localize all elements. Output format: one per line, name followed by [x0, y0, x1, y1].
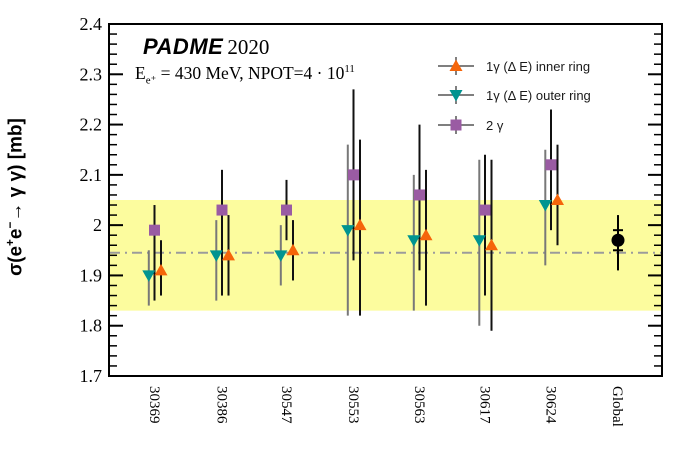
beam-energy-subscript: e⁺	[145, 74, 157, 87]
data-point-marker	[414, 189, 425, 201]
beam-energy-symbol: E	[135, 63, 146, 83]
x-category-label: 30617	[477, 386, 493, 424]
y-tick-label: 2	[93, 215, 102, 235]
x-label-global: Global	[609, 386, 625, 427]
x-category-label: 30553	[345, 386, 361, 424]
y-tick-label: 2.2	[80, 115, 103, 135]
legend-item-label: 1γ (Δ E) inner ring	[486, 58, 591, 74]
data-point-marker	[538, 200, 552, 212]
data-point-marker	[407, 235, 421, 247]
beam-conditions-annotation: Ee⁺ = 430 MeV, NPOT=4 · 1011	[135, 63, 355, 87]
data-point-marker	[154, 263, 168, 276]
legend-item-label: 2 γ	[486, 117, 504, 133]
y-axis-title: σ(e+e−→ γ γ) [mb]	[4, 27, 30, 367]
experiment-name: PADME	[143, 34, 224, 59]
data-point-marker	[209, 250, 223, 262]
triangle-down-icon	[438, 86, 474, 104]
data-point-marker	[281, 204, 292, 216]
y-tick-label: 2.1	[80, 165, 103, 185]
data-point-marker	[348, 169, 359, 181]
data-point-marker	[551, 193, 564, 205]
y-tick-label: 1.8	[80, 316, 103, 336]
x-category-label: 30547	[278, 386, 294, 424]
legend-marker-shape	[449, 59, 463, 71]
legend-item-inner-ring: 1γ (Δ E) inner ring	[436, 55, 590, 77]
y-axis-title-sup-minus: −	[4, 221, 17, 229]
legend-marker-shape	[450, 119, 462, 131]
y-axis-title-part: → γ γ) [mb]	[5, 118, 27, 222]
data-point-marker	[479, 204, 491, 216]
data-point-marker	[419, 228, 433, 241]
data-point-marker	[149, 224, 160, 236]
uncertainty-band	[110, 200, 661, 311]
data-point-marker	[142, 270, 156, 282]
y-tick-label: 2.4	[80, 14, 103, 34]
y-axis-title-part: e	[5, 228, 27, 240]
data-point-marker	[485, 238, 498, 251]
legend-marker-shape	[449, 90, 463, 102]
data-point-marker	[286, 243, 300, 256]
data-point-marker	[545, 159, 557, 171]
data-point-marker	[216, 204, 228, 216]
plot-frame	[108, 23, 663, 377]
y-tick-label: 1.7	[80, 366, 103, 386]
x-category-label: 30563	[411, 386, 427, 424]
data-point-marker	[353, 218, 367, 231]
data-point-marker	[341, 225, 355, 237]
x-category-label: 30369	[146, 386, 162, 424]
legend-item-outer-ring: 1γ (Δ E) outer ring	[436, 84, 591, 106]
x-category-label: 30624	[543, 386, 559, 424]
square-icon	[438, 116, 474, 134]
legend-item-label: 1γ (Δ E) outer ring	[486, 87, 591, 103]
y-tick-label: 2.3	[80, 64, 103, 84]
data-point-marker	[222, 248, 235, 261]
y-tick-label: 1.9	[80, 265, 103, 285]
beam-conditions-text: = 430 MeV, NPOT=4 · 10	[156, 63, 345, 83]
experiment-annotation: PADME 2020	[143, 34, 269, 60]
data-point-marker	[274, 250, 288, 262]
x-category-label: 30386	[214, 386, 230, 424]
npot-exponent: 11	[344, 63, 355, 76]
global-point-marker	[611, 233, 625, 247]
y-axis-title-part: σ(e	[5, 245, 27, 276]
experiment-year: 2020	[227, 35, 270, 59]
y-axis-title-sup-plus: +	[4, 239, 17, 246]
data-point-marker	[472, 235, 486, 247]
legend-item-two-gamma: 2 γ	[436, 114, 503, 136]
triangle-up-icon	[438, 57, 474, 75]
